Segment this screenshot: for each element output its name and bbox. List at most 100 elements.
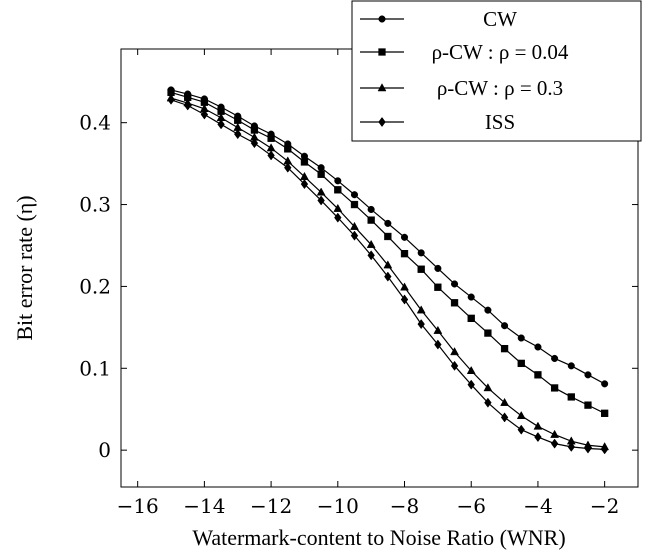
data-point xyxy=(517,334,525,342)
data-point xyxy=(584,371,592,379)
data-point xyxy=(217,119,225,130)
legend-label: ISS xyxy=(485,110,515,134)
data-point xyxy=(366,239,376,248)
data-point xyxy=(601,380,609,388)
data-point xyxy=(234,129,242,140)
data-point xyxy=(350,191,359,199)
data-point xyxy=(467,379,475,390)
data-point xyxy=(467,314,475,322)
data-point xyxy=(433,325,443,334)
data-point xyxy=(584,401,592,409)
data-point xyxy=(567,393,575,401)
legend-label: ρ-CW : ρ = 0.3 xyxy=(437,76,563,100)
data-point xyxy=(383,260,393,269)
x-axis-title: Watermark-content to Noise Ratio (WNR) xyxy=(192,525,565,550)
data-point xyxy=(517,359,525,368)
data-point xyxy=(416,305,426,314)
data-point xyxy=(367,250,375,261)
data-point xyxy=(450,299,459,307)
data-point xyxy=(466,365,476,374)
data-point xyxy=(550,384,559,392)
data-point xyxy=(167,94,175,105)
data-point xyxy=(284,145,292,153)
data-point xyxy=(267,134,275,142)
legend-marker xyxy=(377,83,387,92)
data-point xyxy=(384,232,392,241)
legend-entry: CW xyxy=(360,7,517,31)
data-point xyxy=(234,116,242,124)
data-point xyxy=(550,429,560,438)
data-point xyxy=(367,205,375,214)
y-axis-title: Bit error rate (η) xyxy=(12,195,37,340)
data-point xyxy=(400,250,409,258)
data-point xyxy=(567,441,576,452)
data-point xyxy=(551,354,559,363)
data-point xyxy=(534,371,542,379)
legend: CW ρ-CW : ρ = 0.04 ρ-CW : ρ = 0.3 ISS xyxy=(351,0,642,142)
data-point xyxy=(334,186,342,194)
data-point xyxy=(183,100,192,111)
x-tick-label: −14 xyxy=(183,494,225,518)
x-tick-label: −16 xyxy=(117,494,159,518)
data-point xyxy=(417,265,425,273)
data-point xyxy=(267,150,275,161)
legend-marker xyxy=(378,116,386,128)
data-point xyxy=(434,283,442,291)
data-point xyxy=(534,432,542,443)
data-point xyxy=(483,383,493,392)
y-tick-label: 0.4 xyxy=(79,111,111,135)
y-tick-label: 0 xyxy=(98,438,111,462)
data-point xyxy=(500,397,510,406)
data-point xyxy=(417,319,425,330)
data-point xyxy=(417,249,425,257)
series-layer xyxy=(166,86,610,455)
data-point xyxy=(384,271,392,282)
legend-entry: ρ-CW : ρ = 0.04 xyxy=(360,40,569,64)
data-point xyxy=(384,219,392,227)
data-point xyxy=(317,170,325,178)
legend-entry: ISS xyxy=(360,110,515,134)
data-point xyxy=(550,438,559,449)
data-point xyxy=(434,339,442,350)
data-point xyxy=(284,162,292,173)
data-point xyxy=(517,424,525,435)
data-point xyxy=(400,282,409,291)
data-point xyxy=(316,187,326,196)
legend-marker xyxy=(378,15,386,23)
series-square xyxy=(167,88,609,417)
data-point xyxy=(300,158,309,166)
data-point xyxy=(533,421,543,430)
x-tick-label: −6 xyxy=(456,494,485,518)
data-point xyxy=(334,177,342,185)
data-point xyxy=(600,409,609,417)
data-point xyxy=(501,322,509,330)
x-tick-label: −10 xyxy=(317,494,359,518)
data-point xyxy=(500,344,509,353)
x-tick-label: −8 xyxy=(390,494,419,518)
data-point xyxy=(516,410,526,420)
data-point xyxy=(333,203,343,212)
y-tick-label: 0.3 xyxy=(79,193,111,217)
legend-entry: ρ-CW : ρ = 0.3 xyxy=(360,76,563,100)
data-point xyxy=(350,221,359,230)
data-point xyxy=(484,329,492,337)
data-point xyxy=(350,230,359,241)
data-point xyxy=(300,179,309,190)
legend-label: CW xyxy=(483,7,517,31)
data-point xyxy=(467,293,475,301)
data-point xyxy=(317,195,325,206)
legend-label: ρ-CW : ρ = 0.04 xyxy=(432,40,569,64)
legend-marker xyxy=(378,48,386,56)
data-point xyxy=(317,164,325,172)
data-point xyxy=(484,397,492,408)
y-tick-label: 0.2 xyxy=(79,274,111,298)
data-point xyxy=(334,212,342,223)
x-tick-label: −2 xyxy=(590,494,619,518)
legend-box xyxy=(351,0,642,142)
data-point xyxy=(250,126,259,134)
data-point xyxy=(484,306,492,314)
data-point xyxy=(567,362,575,370)
data-point xyxy=(250,138,259,149)
data-point xyxy=(534,343,542,351)
